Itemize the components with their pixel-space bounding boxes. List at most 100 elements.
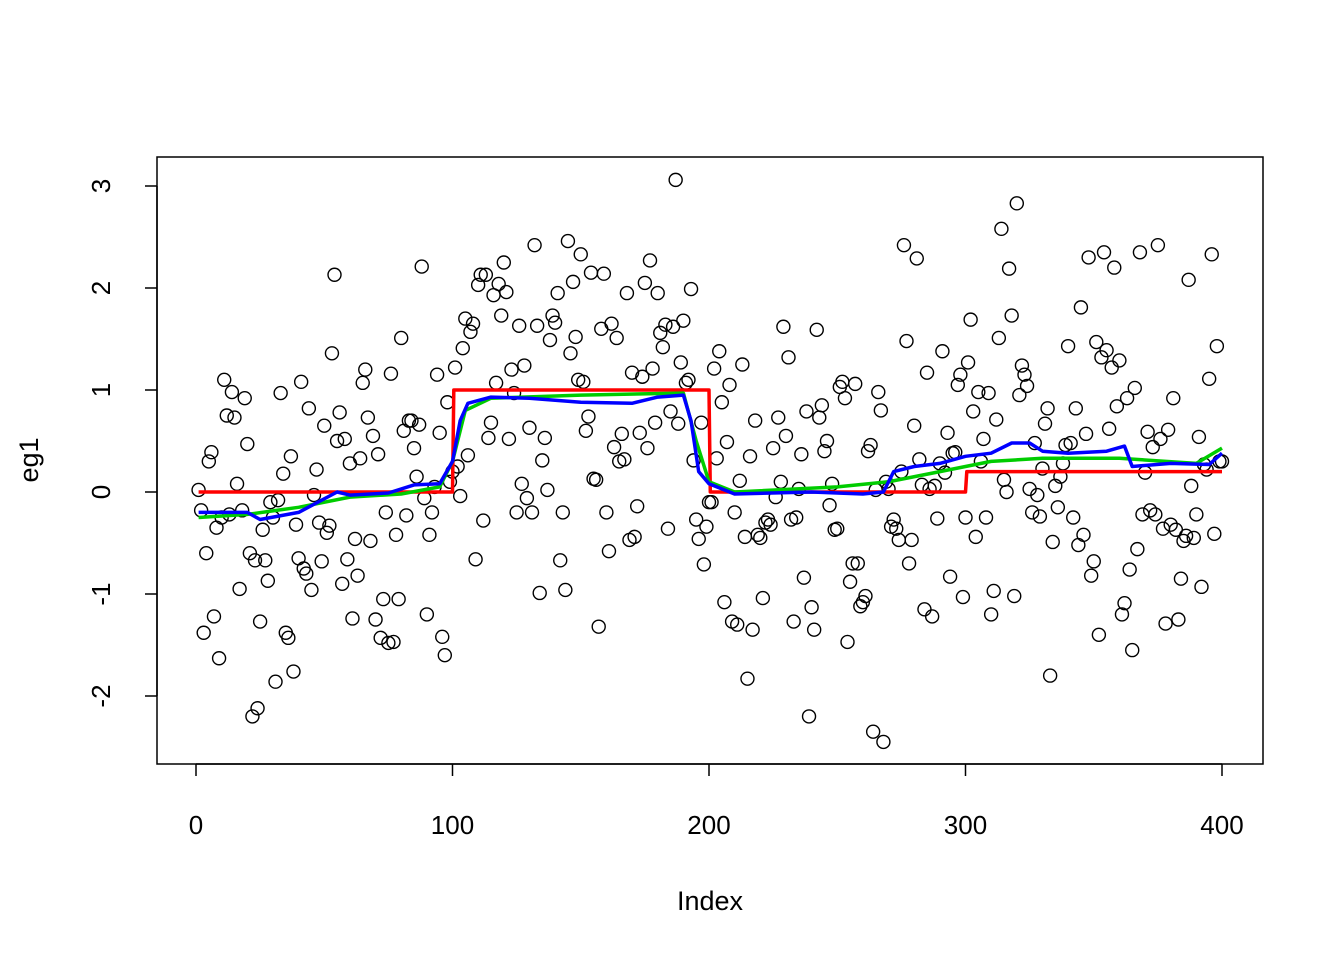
data-point bbox=[1004, 308, 1019, 323]
data-point bbox=[352, 451, 368, 466]
data-point bbox=[1173, 571, 1189, 586]
data-point bbox=[211, 651, 227, 666]
data-point bbox=[306, 487, 322, 503]
data-point bbox=[1017, 367, 1032, 382]
data-point bbox=[340, 552, 355, 567]
data-point bbox=[994, 221, 1009, 237]
data-point bbox=[1099, 343, 1114, 358]
data-point bbox=[781, 350, 796, 365]
data-point bbox=[355, 375, 370, 391]
data-point bbox=[617, 452, 632, 467]
data-point bbox=[1117, 595, 1132, 611]
data-point bbox=[614, 426, 629, 442]
data-point bbox=[276, 466, 291, 481]
data-point bbox=[904, 532, 919, 548]
data-point bbox=[629, 499, 645, 514]
data-point bbox=[940, 425, 955, 441]
data-point bbox=[537, 430, 553, 446]
data-point bbox=[514, 476, 529, 492]
data-point bbox=[1209, 338, 1225, 354]
data-point bbox=[291, 551, 306, 566]
data-point bbox=[1083, 568, 1099, 583]
data-point bbox=[545, 308, 560, 323]
data-point bbox=[501, 431, 517, 447]
data-point bbox=[663, 404, 678, 419]
data-point bbox=[755, 590, 771, 606]
data-point bbox=[365, 428, 381, 444]
x-tick-label: 300 bbox=[944, 810, 987, 840]
data-point bbox=[863, 437, 878, 453]
data-point bbox=[740, 671, 755, 686]
y-tick-label: 3 bbox=[86, 179, 116, 193]
data-point bbox=[814, 398, 830, 413]
data-point bbox=[1140, 424, 1155, 440]
data-point bbox=[1007, 588, 1022, 604]
data-point bbox=[653, 325, 668, 341]
y-tick-label: 2 bbox=[86, 281, 116, 295]
data-point bbox=[635, 369, 650, 384]
data-point bbox=[435, 629, 450, 645]
data-point bbox=[1155, 521, 1171, 536]
data-point bbox=[1035, 461, 1050, 476]
data-point bbox=[671, 416, 686, 431]
data-point bbox=[1081, 250, 1096, 265]
data-point bbox=[1045, 534, 1060, 550]
data-point bbox=[263, 495, 278, 510]
data-point bbox=[242, 546, 258, 561]
data-point bbox=[317, 418, 332, 433]
data-point bbox=[837, 390, 853, 406]
data-point bbox=[286, 664, 301, 679]
x-axis-label: Index bbox=[677, 886, 744, 916]
data-point bbox=[712, 344, 727, 359]
data-point bbox=[845, 556, 860, 571]
data-point bbox=[1114, 607, 1130, 622]
data-point bbox=[199, 546, 214, 561]
data-point bbox=[704, 495, 719, 510]
data-point bbox=[273, 385, 288, 401]
data-point bbox=[240, 436, 255, 452]
data-point bbox=[806, 622, 822, 637]
data-point bbox=[232, 581, 247, 597]
data-point bbox=[517, 358, 532, 373]
data-point bbox=[735, 357, 750, 372]
data-point bbox=[1109, 399, 1125, 414]
data-point bbox=[714, 395, 730, 410]
data-point bbox=[871, 384, 886, 400]
data-point bbox=[830, 521, 845, 536]
data-point bbox=[560, 233, 576, 249]
data-point bbox=[706, 361, 722, 376]
data-point bbox=[819, 433, 835, 449]
data-point bbox=[547, 315, 563, 330]
data-point bbox=[565, 274, 581, 290]
data-point bbox=[771, 410, 786, 425]
data-point bbox=[535, 453, 550, 468]
data-point bbox=[452, 488, 468, 504]
data-point bbox=[555, 505, 570, 520]
data-point bbox=[227, 410, 242, 425]
data-point bbox=[399, 508, 414, 523]
data-point bbox=[1142, 503, 1158, 518]
data-point bbox=[804, 600, 819, 615]
data-point bbox=[260, 573, 276, 588]
data-point bbox=[424, 505, 440, 520]
series-lines bbox=[198, 388, 1224, 522]
data-point bbox=[599, 505, 614, 520]
data-point bbox=[637, 275, 653, 291]
data-point bbox=[855, 594, 871, 610]
data-point bbox=[991, 330, 1007, 346]
data-point bbox=[596, 266, 612, 281]
data-point bbox=[981, 385, 996, 401]
data-point bbox=[496, 255, 511, 270]
data-point bbox=[1207, 526, 1222, 542]
y-axis: -2 -1 0 1 2 3 bbox=[86, 179, 158, 708]
data-point bbox=[455, 340, 470, 356]
data-point bbox=[1135, 507, 1150, 522]
data-point bbox=[509, 505, 524, 520]
data-point bbox=[850, 556, 865, 571]
data-point bbox=[529, 318, 545, 333]
x-tick-label: 400 bbox=[1200, 810, 1243, 840]
data-point bbox=[1204, 247, 1219, 262]
data-point bbox=[1024, 505, 1040, 520]
data-point bbox=[468, 552, 483, 567]
data-point bbox=[388, 527, 404, 543]
